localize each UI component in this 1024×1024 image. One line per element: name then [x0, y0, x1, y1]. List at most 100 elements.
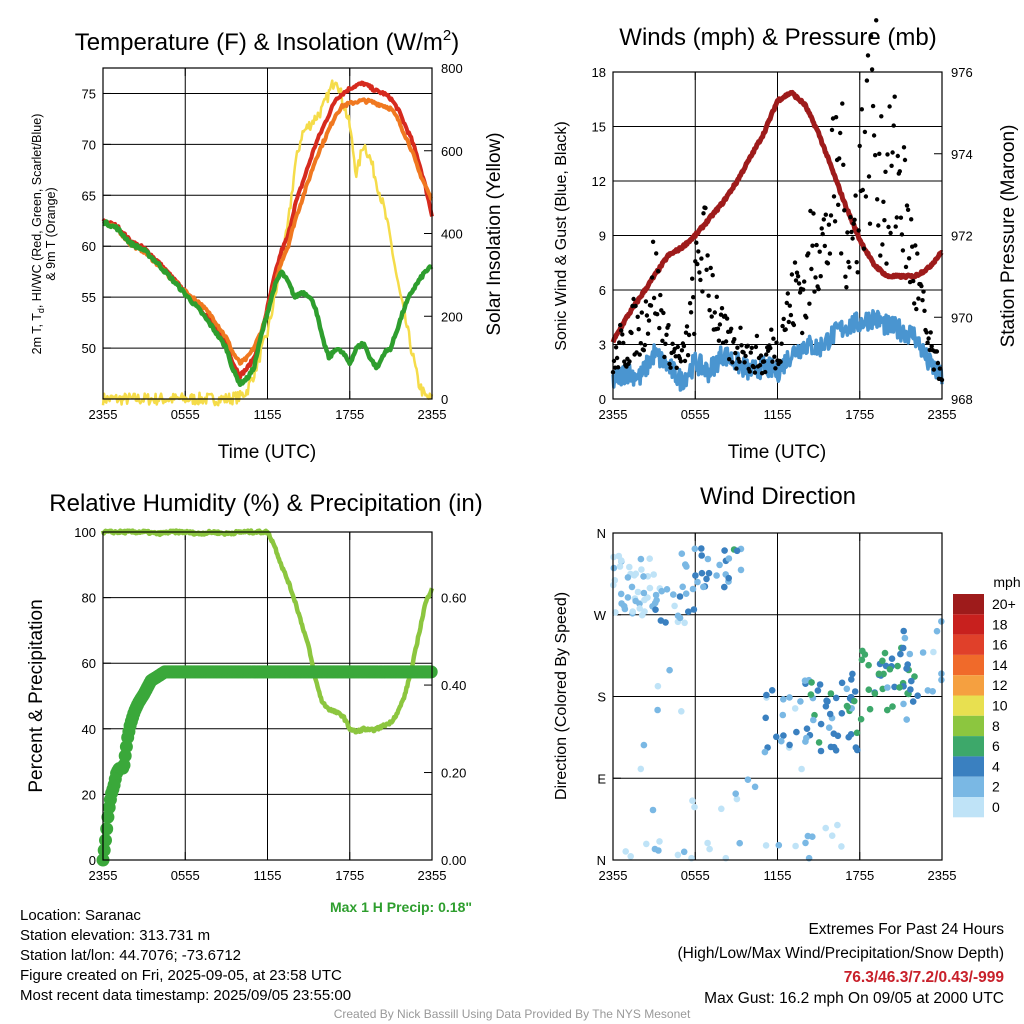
- extremes-box: Extremes For Past 24 Hours (High/Low/Max…: [678, 918, 1005, 1011]
- gust-point: [926, 336, 931, 341]
- gust-point: [880, 242, 885, 247]
- direction-point: [886, 665, 894, 673]
- dir-title: Wind Direction: [700, 483, 856, 510]
- gust-point: [891, 123, 896, 128]
- gust-point: [657, 325, 662, 331]
- gust-point: [892, 94, 897, 99]
- legend-swatch: [953, 736, 984, 757]
- direction-point: [700, 583, 707, 591]
- direction-point: [680, 848, 688, 856]
- gust-point: [627, 359, 632, 364]
- gust-point: [821, 217, 826, 222]
- gust-point: [650, 239, 656, 244]
- gust-point: [853, 193, 858, 198]
- gust-point: [739, 343, 744, 348]
- rh-y-tick-label: 0: [89, 853, 96, 868]
- direction-point: [924, 687, 932, 694]
- direction-point: [834, 821, 841, 829]
- gust-point: [699, 256, 704, 261]
- gust-point: [778, 359, 783, 364]
- gust-point: [723, 339, 729, 344]
- direction-point: [909, 698, 917, 705]
- direction-point: [775, 841, 783, 849]
- direction-point: [650, 571, 657, 578]
- direction-point: [851, 688, 859, 695]
- direction-point: [930, 648, 937, 656]
- gust-point: [633, 303, 638, 309]
- direction-point: [844, 703, 851, 711]
- direction-point: [778, 737, 785, 745]
- rh-y-tick-label: 80: [82, 591, 96, 606]
- gust-point: [622, 359, 627, 364]
- direction-point: [694, 578, 701, 586]
- direction-point: [744, 776, 752, 783]
- gust-point: [844, 285, 849, 290]
- gust-point: [701, 211, 706, 216]
- gust-point: [854, 260, 859, 265]
- gust-point: [784, 300, 789, 306]
- wind-y-tick-label: 3: [599, 338, 606, 353]
- direction-point: [733, 547, 741, 555]
- gust-point: [810, 243, 815, 248]
- legend-label: 16: [992, 637, 1008, 653]
- gust-point: [667, 361, 672, 367]
- direction-point: [838, 710, 846, 717]
- gust-point: [836, 202, 841, 207]
- direction-point: [656, 838, 663, 845]
- direction-point: [762, 714, 769, 722]
- direction-point: [792, 842, 799, 850]
- gust-point: [747, 369, 752, 374]
- direction-point: [704, 839, 711, 847]
- legend-label: 0: [992, 799, 1000, 815]
- direction-point: [853, 729, 861, 737]
- temp-y-tick-label: 55: [82, 290, 96, 305]
- gust-point: [928, 330, 933, 335]
- direction-point: [640, 573, 647, 580]
- gust-point: [651, 295, 657, 301]
- gust-point: [863, 194, 869, 199]
- gust-point: [764, 352, 769, 357]
- gust-point: [629, 330, 634, 336]
- wind-x-tick-label: 2355: [928, 407, 957, 422]
- rh-x-tick-label: 2355: [418, 868, 447, 883]
- gust-point: [617, 340, 622, 345]
- dir-x-tick-label: 1755: [845, 868, 874, 883]
- direction-point: [634, 588, 642, 596]
- direction-point: [736, 839, 743, 847]
- temp-y2-tick-label: 800: [441, 61, 463, 76]
- temp-y-tick-label: 50: [82, 341, 96, 356]
- gust-point: [716, 338, 722, 343]
- legend-swatch: [953, 654, 984, 676]
- gust-point: [800, 330, 805, 336]
- direction-point: [896, 684, 903, 691]
- gust-point: [885, 152, 890, 157]
- gust-point: [825, 261, 831, 266]
- gust-point: [904, 203, 910, 208]
- direction-point: [803, 725, 811, 732]
- gust-point: [915, 251, 920, 256]
- gust-point: [682, 358, 688, 364]
- wind-y2-label: Station Pressure (Maroon): [998, 125, 1019, 348]
- precip-point: [100, 822, 114, 836]
- gust-point: [752, 370, 758, 375]
- direction-point: [825, 724, 833, 731]
- gust-point: [856, 228, 861, 233]
- rh-x-tick-label: 2355: [89, 868, 118, 883]
- direction-point: [832, 747, 840, 754]
- direction-point: [903, 665, 910, 672]
- wind-x-tick-label: 1755: [845, 407, 874, 422]
- direction-point: [640, 741, 648, 749]
- gust-point: [895, 153, 900, 159]
- direction-point: [848, 676, 855, 683]
- direction-point: [838, 843, 845, 850]
- direction-point: [616, 563, 624, 570]
- direction-point: [629, 608, 636, 615]
- gust-point: [635, 314, 640, 319]
- direction-point: [732, 790, 739, 797]
- gust-point: [862, 129, 868, 135]
- direction-point: [815, 739, 823, 746]
- temp-x-label: Time (UTC): [218, 442, 317, 463]
- gust-point: [634, 350, 639, 355]
